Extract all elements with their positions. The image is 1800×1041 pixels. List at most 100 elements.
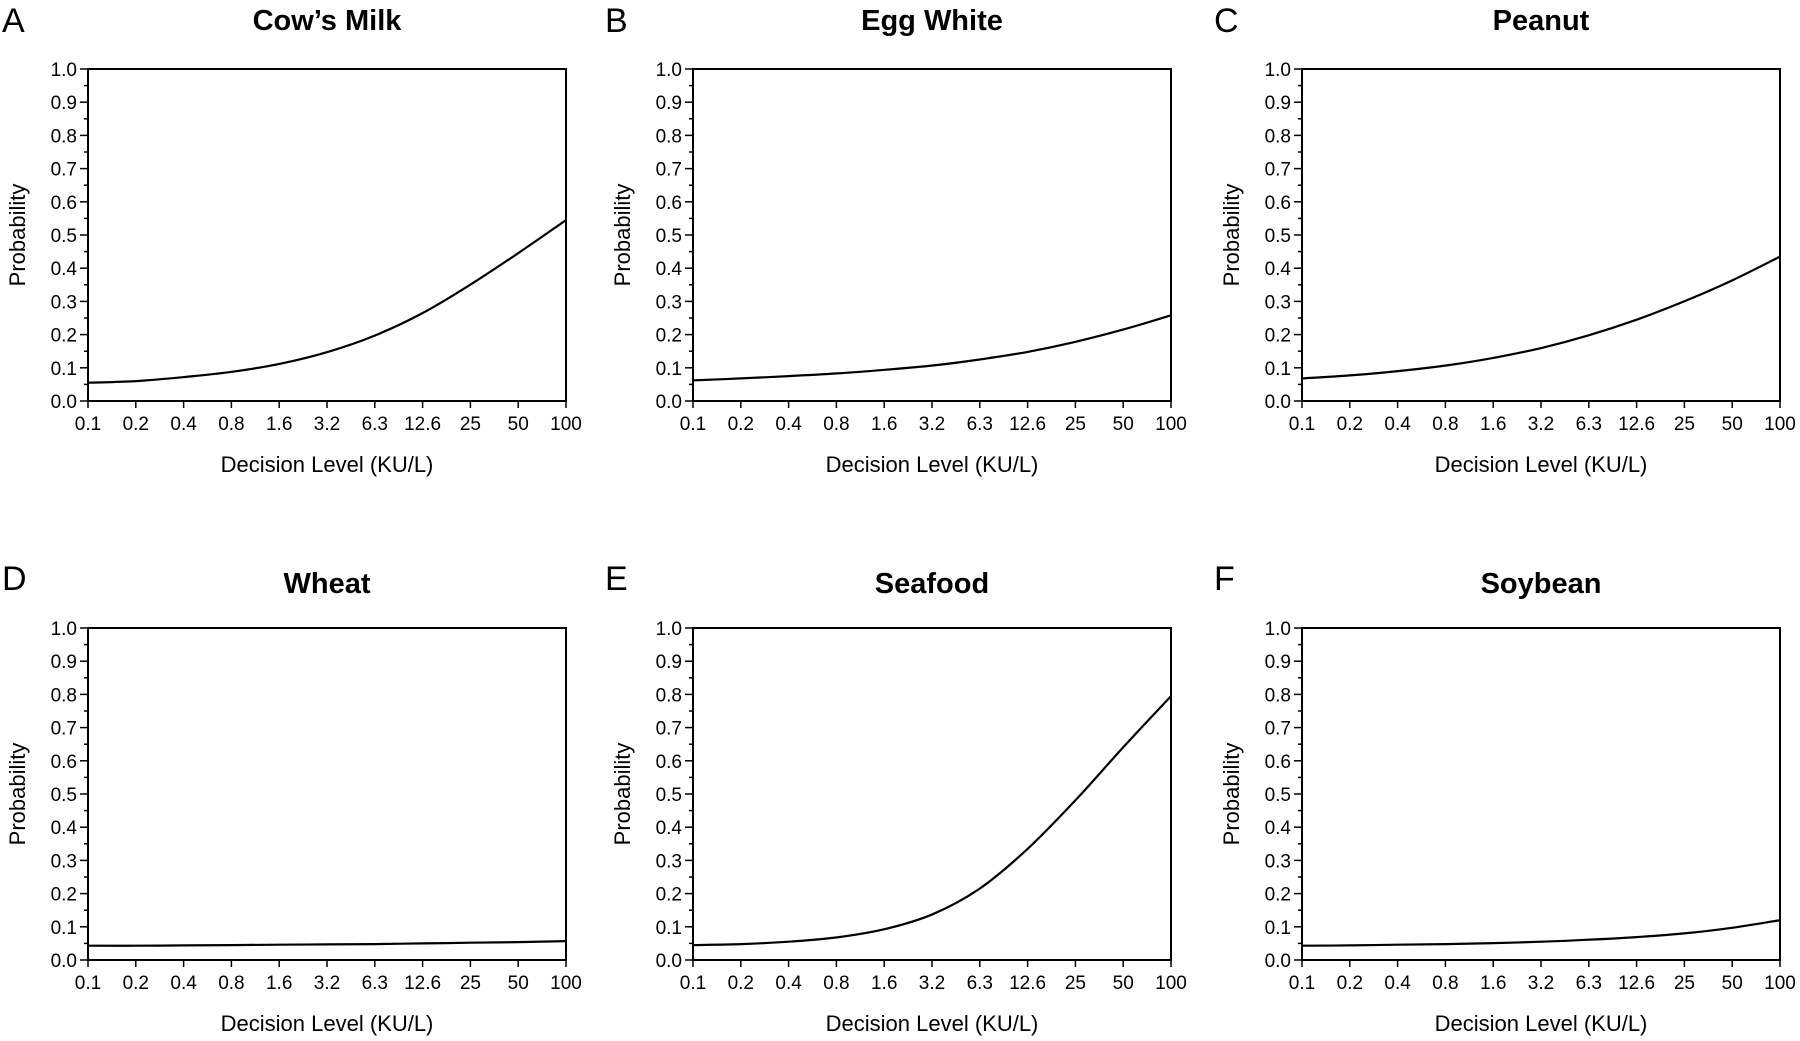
y-tick-label: 0.9 xyxy=(51,652,77,673)
panel-letter: F xyxy=(1214,560,1235,598)
x-tick-label: 0.1 xyxy=(680,973,706,994)
x-tick-label: 0.4 xyxy=(170,973,197,994)
y-axis-label: Probability xyxy=(1219,743,1244,846)
x-tick-label: 50 xyxy=(1113,973,1134,994)
x-tick-label: 0.8 xyxy=(218,414,244,435)
x-tick-label: 3.2 xyxy=(919,414,945,435)
y-tick-label: 0.5 xyxy=(1265,226,1291,247)
probability-curve xyxy=(1301,919,1781,947)
y-tick-label: 0.9 xyxy=(656,93,682,114)
x-tick-label: 50 xyxy=(1722,414,1743,435)
y-tick-label: 0.6 xyxy=(51,193,77,214)
y-tick-label: 0.1 xyxy=(51,918,77,939)
y-tick-label: 0.0 xyxy=(656,392,682,413)
x-tick-label: 100 xyxy=(1155,973,1187,994)
x-tick-label: 25 xyxy=(1065,414,1086,435)
chart-panel-e: E Seafood0.00.10.20.30.40.50.60.70.80.91.… xyxy=(605,560,1187,1036)
y-tick-label: 0.6 xyxy=(1265,193,1291,214)
y-tick-label: 0.2 xyxy=(51,885,77,906)
x-tick-label: 0.2 xyxy=(1337,973,1363,994)
y-tick-label: 0.6 xyxy=(656,752,682,773)
y-tick-label: 1.0 xyxy=(51,60,77,81)
y-tick-label: 0.6 xyxy=(51,752,77,773)
y-tick-label: 0.4 xyxy=(51,259,78,280)
y-tick-label: 0.8 xyxy=(1265,126,1291,147)
y-tick-label: 0.4 xyxy=(51,818,78,839)
y-tick-label: 0.9 xyxy=(51,93,77,114)
x-tick-label: 25 xyxy=(1065,973,1086,994)
x-tick-label: 100 xyxy=(550,973,582,994)
chart-title: Egg White xyxy=(861,5,1003,37)
x-tick-label: 0.1 xyxy=(680,414,706,435)
chart-panel-b: B Egg White0.00.10.20.30.40.50.60.70.80.9… xyxy=(605,2,1187,477)
x-tick-label: 0.4 xyxy=(775,973,802,994)
plot-frame xyxy=(1301,68,1781,402)
y-tick-label: 0.0 xyxy=(51,392,77,413)
y-tick-label: 0.7 xyxy=(51,160,77,181)
y-tick-label: 0.1 xyxy=(1265,918,1291,939)
x-tick-label: 0.2 xyxy=(1337,414,1363,435)
y-tick-label: 0.3 xyxy=(51,851,77,872)
x-tick-label: 12.6 xyxy=(1618,973,1655,994)
y-tick-label: 0.7 xyxy=(51,719,77,740)
chart-title: Seafood xyxy=(875,568,989,600)
x-tick-label: 1.6 xyxy=(1480,414,1506,435)
chart-panel-f: F Soybean0.00.10.20.30.40.50.60.70.80.91.… xyxy=(1214,560,1796,1036)
y-tick-label: 0.7 xyxy=(656,160,682,181)
x-tick-label: 0.2 xyxy=(123,973,149,994)
y-tick-label: 0.9 xyxy=(1265,652,1291,673)
x-tick-label: 3.2 xyxy=(314,973,340,994)
y-tick-label: 0.7 xyxy=(1265,160,1291,181)
x-tick-label: 3.2 xyxy=(1528,414,1554,435)
y-tick-label: 0.7 xyxy=(656,719,682,740)
x-tick-label: 3.2 xyxy=(314,414,340,435)
x-tick-label: 0.4 xyxy=(1384,414,1411,435)
x-tick-label: 0.2 xyxy=(123,414,149,435)
x-tick-label: 100 xyxy=(550,414,582,435)
x-tick-label: 100 xyxy=(1764,973,1796,994)
y-tick-label: 0.1 xyxy=(656,918,682,939)
x-tick-label: 0.1 xyxy=(1289,414,1315,435)
probability-curve xyxy=(87,219,567,384)
x-tick-label: 0.8 xyxy=(218,973,244,994)
x-tick-label: 50 xyxy=(1722,973,1743,994)
x-tick-label: 1.6 xyxy=(871,973,897,994)
y-tick-label: 0.5 xyxy=(656,785,682,806)
y-tick-label: 0.1 xyxy=(51,359,77,380)
x-tick-label: 0.2 xyxy=(728,414,754,435)
y-tick-label: 0.8 xyxy=(1265,685,1291,706)
x-tick-label: 3.2 xyxy=(1528,973,1554,994)
y-tick-label: 0.2 xyxy=(1265,326,1291,347)
y-tick-label: 0.8 xyxy=(656,126,682,147)
x-tick-label: 6.3 xyxy=(967,973,993,994)
y-axis-label: Probability xyxy=(610,184,635,287)
y-tick-label: 0.3 xyxy=(1265,851,1291,872)
y-tick-label: 0.8 xyxy=(656,685,682,706)
x-tick-label: 0.4 xyxy=(1384,973,1411,994)
y-axis-label: Probability xyxy=(610,743,635,846)
x-tick-label: 25 xyxy=(1674,414,1695,435)
x-tick-label: 6.3 xyxy=(1576,414,1602,435)
panel-letter: A xyxy=(2,2,25,40)
x-tick-label: 0.4 xyxy=(775,414,802,435)
panel-letter: B xyxy=(605,2,628,40)
x-axis-label: Decision Level (KU/L) xyxy=(1435,1011,1648,1036)
y-tick-label: 0.7 xyxy=(1265,719,1291,740)
probability-curve xyxy=(692,314,1172,382)
x-tick-label: 0.8 xyxy=(1432,414,1458,435)
y-tick-label: 0.0 xyxy=(51,951,77,972)
x-axis-label: Decision Level (KU/L) xyxy=(221,452,434,477)
chart-title: Soybean xyxy=(1481,568,1602,600)
y-tick-label: 0.4 xyxy=(656,818,683,839)
x-tick-label: 0.8 xyxy=(1432,973,1458,994)
x-tick-label: 3.2 xyxy=(919,973,945,994)
x-tick-label: 25 xyxy=(460,973,481,994)
chart-title: Wheat xyxy=(284,568,371,600)
probability-curve xyxy=(87,940,567,947)
panel-letter: C xyxy=(1214,2,1239,40)
x-tick-label: 12.6 xyxy=(1009,414,1046,435)
y-tick-label: 1.0 xyxy=(1265,619,1291,640)
x-tick-label: 25 xyxy=(1674,973,1695,994)
x-tick-label: 0.8 xyxy=(823,414,849,435)
probability-curve xyxy=(692,695,1172,947)
